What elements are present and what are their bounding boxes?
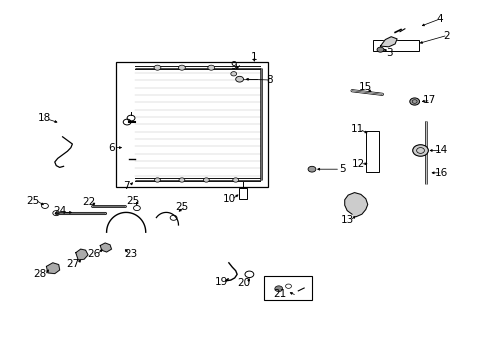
Text: 5: 5 <box>338 164 345 174</box>
Text: 21: 21 <box>272 289 286 300</box>
Text: 12: 12 <box>350 159 364 169</box>
Circle shape <box>412 145 427 156</box>
Circle shape <box>232 178 238 182</box>
Text: 25: 25 <box>126 196 140 206</box>
Text: 25: 25 <box>175 202 188 212</box>
Circle shape <box>207 65 214 70</box>
Bar <box>365 131 379 172</box>
Text: 9: 9 <box>230 60 237 71</box>
Text: 8: 8 <box>266 75 273 85</box>
Bar <box>116 62 267 187</box>
Text: 13: 13 <box>340 215 353 225</box>
Polygon shape <box>100 243 111 252</box>
Circle shape <box>274 286 282 292</box>
Bar <box>238 188 247 199</box>
Bar <box>372 40 418 51</box>
Bar <box>264 276 311 300</box>
Polygon shape <box>344 193 367 217</box>
Text: 16: 16 <box>433 168 447 178</box>
Text: 10: 10 <box>223 194 236 204</box>
Text: 11: 11 <box>349 124 363 134</box>
Text: 28: 28 <box>33 269 47 279</box>
Text: 2: 2 <box>443 31 449 41</box>
Text: 18: 18 <box>37 113 51 123</box>
Circle shape <box>179 178 184 182</box>
Text: 22: 22 <box>82 197 96 207</box>
Circle shape <box>178 65 185 70</box>
Text: 19: 19 <box>214 276 227 287</box>
Circle shape <box>203 178 209 182</box>
Text: 25: 25 <box>26 196 40 206</box>
Text: 20: 20 <box>237 278 249 288</box>
Text: 17: 17 <box>422 95 435 105</box>
Text: 4: 4 <box>436 14 443 24</box>
Polygon shape <box>46 263 60 274</box>
Polygon shape <box>76 249 88 260</box>
Circle shape <box>154 65 161 70</box>
Text: 3: 3 <box>385 48 392 58</box>
Circle shape <box>230 72 236 76</box>
Circle shape <box>235 76 243 82</box>
Circle shape <box>376 47 383 52</box>
Text: 6: 6 <box>108 143 115 153</box>
Text: 1: 1 <box>250 52 257 62</box>
Text: 15: 15 <box>358 82 372 92</box>
Text: 24: 24 <box>53 206 66 216</box>
Text: 27: 27 <box>66 258 80 269</box>
Text: 7: 7 <box>122 181 129 192</box>
Text: 14: 14 <box>433 145 447 156</box>
Circle shape <box>154 178 160 182</box>
Text: 26: 26 <box>87 249 101 259</box>
Circle shape <box>307 166 315 172</box>
Polygon shape <box>380 37 396 47</box>
Circle shape <box>409 98 419 105</box>
Text: 23: 23 <box>124 249 138 259</box>
